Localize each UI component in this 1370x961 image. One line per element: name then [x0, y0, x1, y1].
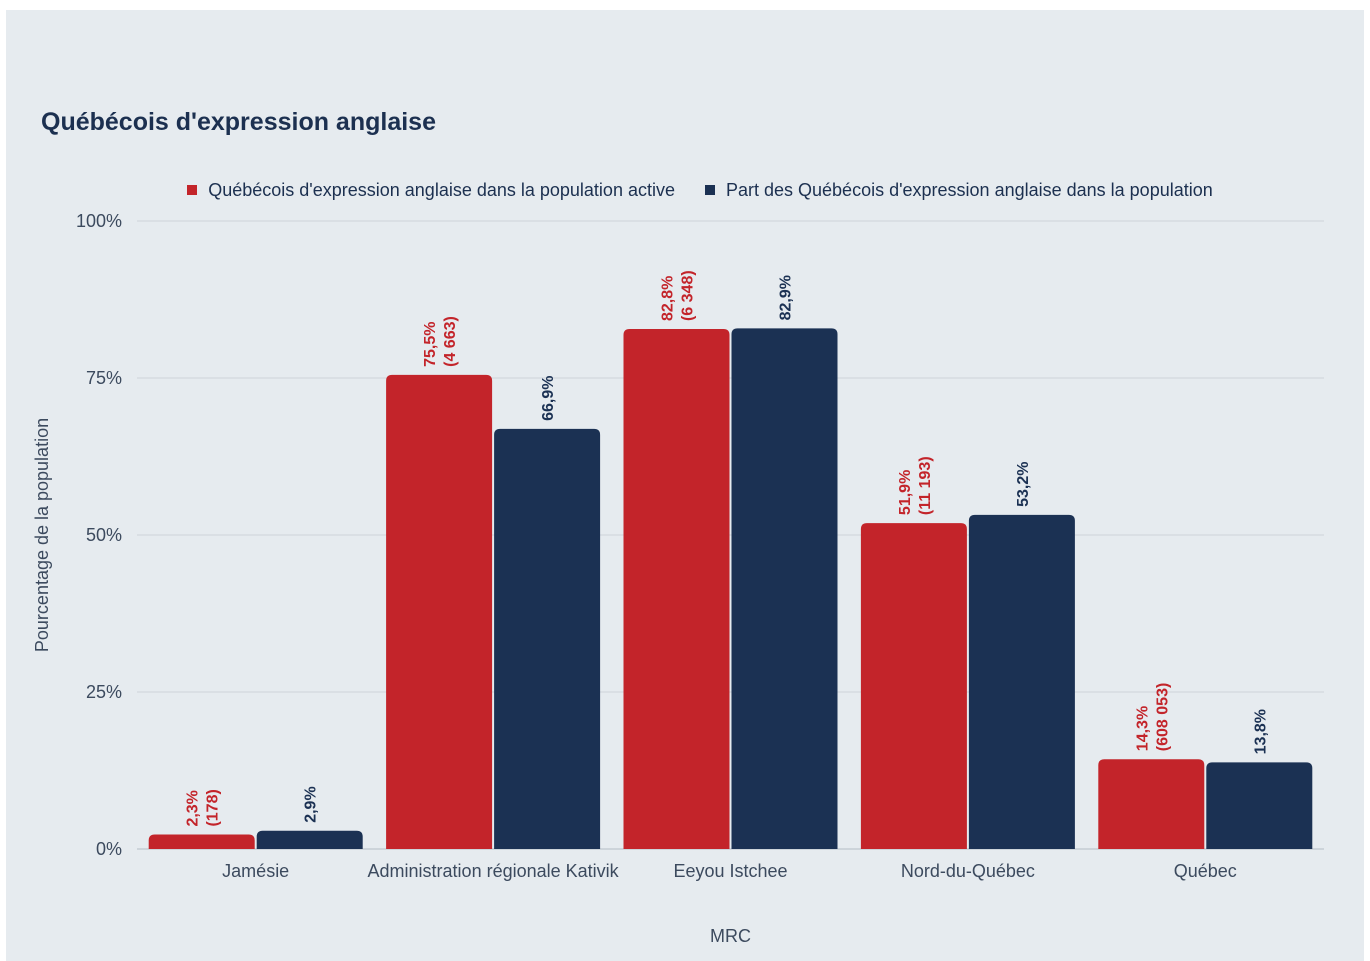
data-label-s0-c0: 2,3% (178) — [185, 789, 222, 826]
y-axis-ticks: 0% 25% 50% 75% 100% — [76, 211, 122, 859]
data-label-s1-c0: 2,9% — [303, 786, 320, 822]
data-label-line: 2,3% — [185, 790, 202, 826]
x-tick-label: Eeyou Istchee — [673, 861, 787, 881]
bar-s0-c0[interactable] — [148, 834, 255, 849]
data-label-line: (178) — [205, 789, 222, 826]
data-label-s1-c3: 53,2% — [1015, 462, 1032, 507]
legend: Québécois d'expression anglaise dans la … — [0, 178, 1370, 202]
data-label-line: (608 053) — [1154, 683, 1171, 752]
bar-s1-c1[interactable] — [494, 428, 601, 849]
x-tick-label: Nord-du-Québec — [901, 861, 1035, 881]
data-label-line: (11 193) — [917, 456, 934, 515]
data-label-s0-c3: 51,9% (11 193) — [897, 456, 934, 515]
data-label-line: 75,5% — [422, 321, 439, 366]
data-label-s0-c1: 75,5% (4 663) — [422, 316, 459, 367]
data-label-s0-c4: 14,3% (608 053) — [1134, 683, 1171, 752]
x-tick-label: Jamésie — [222, 861, 289, 881]
data-label-line: 2,9% — [303, 786, 320, 822]
data-label-s1-c2: 82,9% — [778, 275, 795, 320]
bar-s0-c1[interactable] — [386, 374, 493, 849]
bar-s0-c4[interactable] — [1098, 759, 1205, 849]
bar-s1-c2[interactable] — [731, 328, 838, 849]
data-label-s1-c1: 66,9% — [540, 375, 557, 420]
x-tick-label: Administration régionale Kativik — [368, 861, 620, 881]
data-label-line: 51,9% — [897, 470, 914, 515]
y-tick-label: 75% — [86, 368, 122, 388]
gridlines — [137, 220, 1324, 850]
data-label-line: (6 348) — [680, 270, 697, 321]
data-label-line: 13,8% — [1252, 709, 1269, 754]
x-axis-ticks: Jamésie Administration régionale Kativik E… — [222, 861, 1237, 881]
legend-label-active-population: Québécois d'expression anglaise dans la … — [208, 179, 675, 200]
data-label-line: 82,8% — [660, 276, 677, 321]
bar-s0-c2[interactable] — [623, 329, 730, 849]
data-label-line: 14,3% — [1134, 706, 1151, 751]
x-tick-label: Québec — [1174, 861, 1237, 881]
legend-item-population-share[interactable]: Part des Québécois d'expression anglaise… — [704, 178, 1213, 202]
legend-swatch-population-share — [704, 185, 715, 195]
data-label-s0-c2: 82,8% (6 348) — [660, 270, 697, 321]
legend-label-population-share: Part des Québécois d'expression anglaise… — [725, 179, 1213, 200]
y-tick-label: 0% — [96, 839, 122, 859]
bar-s0-c3[interactable] — [860, 523, 967, 849]
y-tick-label: 50% — [86, 525, 122, 545]
chart-title: Québécois d'expression anglaise — [41, 108, 436, 136]
y-axis-title: Pourcentage de la population — [32, 418, 52, 652]
data-label-line: 66,9% — [540, 375, 557, 420]
bar-s1-c4[interactable] — [1206, 762, 1313, 849]
legend-item-active-population[interactable]: Québécois d'expression anglaise dans la … — [187, 178, 675, 202]
data-label-line: 82,9% — [778, 275, 795, 320]
bars: 2,3% (178) 2,9% 75,5% (4 663) 66,9% 82,8% (6 34… — [148, 270, 1313, 849]
legend-swatch-active-population — [187, 185, 198, 195]
data-label-s1-c4: 13,8% — [1252, 709, 1269, 754]
bar-s1-c0[interactable] — [256, 830, 363, 849]
bar-s1-c3[interactable] — [968, 514, 1075, 849]
y-tick-label: 100% — [76, 211, 122, 231]
x-axis-title: MRC — [710, 926, 751, 946]
data-label-line: (4 663) — [442, 316, 459, 367]
y-tick-label: 25% — [86, 682, 122, 702]
data-label-line: 53,2% — [1015, 462, 1032, 507]
